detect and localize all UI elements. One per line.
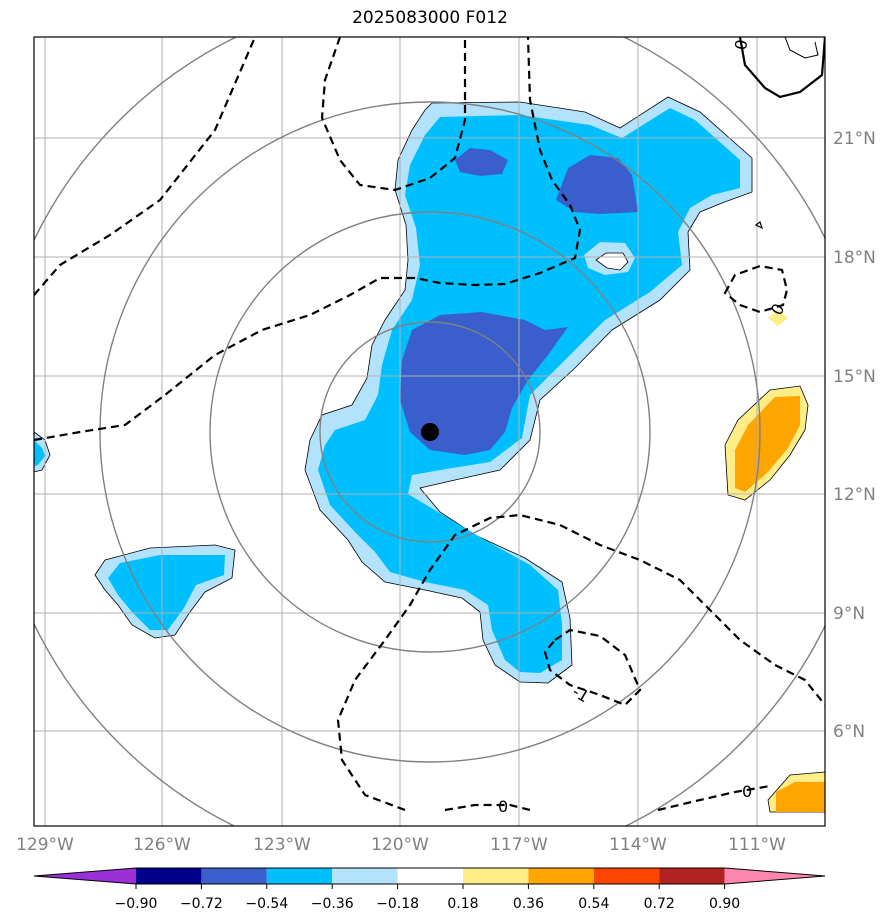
colorbar-segment [659,868,725,884]
range-rings [34,37,825,826]
colorbar-tick-label: −0.18 [376,896,419,912]
colorbar-segment [201,868,267,884]
strong-negative-region-northeast [556,155,638,214]
contour-label: 0 [742,782,752,801]
solid-contour [738,37,825,99]
map-frame [33,36,826,827]
lon-label: 117°W [490,835,548,855]
strong-negative-region-center [400,312,568,455]
lon-label: 129°W [16,835,74,855]
colorbar-tick-label: 0.54 [578,896,609,912]
positive-anomaly-small [768,310,788,326]
lat-label: 9°N [833,604,865,624]
shading-layer [34,96,825,813]
colorbar-extend-high [724,868,825,884]
solid-contour [754,221,764,230]
colorbar-tick-label: −0.72 [180,896,223,912]
colorbar-tick-label: 0.18 [447,896,478,912]
lat-label: 12°N [833,485,876,505]
graticule [34,37,825,826]
colorbar-ticks [135,884,726,889]
dashed-contour [34,37,257,296]
latitude-labels: 21°N 18°N 15°N 12°N 9°N 6°N [833,129,876,742]
colorbar-tick-label: −0.90 [115,896,158,912]
map-panel: 0 0 0 -1 0 0 [34,37,825,826]
dashed-contour [657,784,771,812]
lon-label: 120°W [371,835,429,855]
positive-anomaly-region-southeast-orange [776,782,825,812]
strong-negative-region-north [455,148,508,176]
solid-contour [784,37,819,59]
contour-label: 0 [731,38,751,51]
colorbar-tick-label: 0.90 [709,896,740,912]
contour-lines [34,37,825,812]
colorbar-tick-label: 0.36 [513,896,544,912]
colorbar-tick-label: 0.72 [644,896,675,912]
colorbar-segment [136,868,202,884]
positive-anomaly-region-east-orange [735,396,800,492]
map-title: 2025083000 F012 [352,8,508,28]
dashed-contour [336,513,825,812]
colorbar-extend-low [34,868,136,884]
lat-label: 6°N [833,722,865,742]
dashed-contour [723,264,789,314]
negative-anomaly-region-cyan [318,108,740,673]
lat-label: 15°N [833,367,876,387]
storm-center-marker [421,423,439,441]
colorbar-segment [528,868,594,884]
colorbar: −0.90 −0.72 −0.54 −0.36 −0.18 0.18 0.36 … [33,867,826,912]
dashed-contour [34,37,582,442]
dashed-contour [444,803,531,812]
colorbar-segment [593,868,660,884]
negative-anomaly-region-west-edge-cyan [34,440,45,466]
contour-label: 0 [498,797,508,816]
lat-label: 18°N [833,248,876,268]
lon-label: 114°W [609,835,667,855]
longitude-labels: 129°W 126°W 123°W 120°W 117°W 114°W 111°… [16,835,786,855]
colorbar-tick-label: −0.36 [311,896,354,912]
colorbar-segment [397,868,463,884]
colorbar-segment [463,868,529,884]
colorbar-segment [332,868,398,884]
colorbar-tick-label: −0.54 [245,896,288,912]
lon-label: 123°W [253,835,311,855]
negative-anomaly-region-southwest-cyan [108,555,225,630]
lon-label: 126°W [133,835,191,855]
colorbar-segment [266,868,333,884]
lat-label: 21°N [833,129,876,149]
lon-label: 111°W [728,835,786,855]
